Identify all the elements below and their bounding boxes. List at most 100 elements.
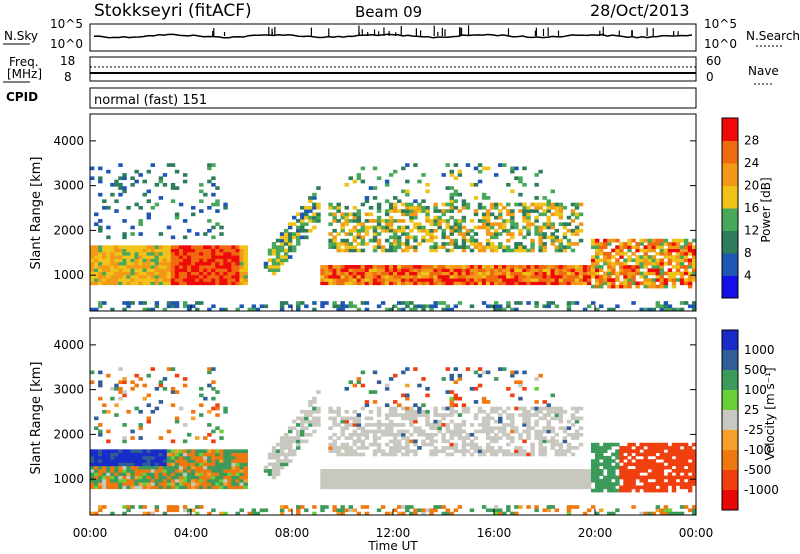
velocity-cell [150, 462, 156, 467]
velocity-cell [182, 383, 188, 388]
power-cell [595, 278, 600, 282]
velocity-cell [336, 485, 341, 490]
power-cell [445, 307, 450, 312]
velocity-cell [215, 452, 220, 457]
velocity-cell [534, 472, 539, 476]
noise-panel: N.Sky 10^5 10^0 10^5 10^0 N.Search [3, 17, 800, 52]
power-cell [651, 258, 656, 263]
power-cell [388, 228, 394, 233]
power-cell [178, 202, 184, 207]
velocity-cell [372, 390, 378, 394]
power-cell [566, 301, 572, 305]
power-cell [469, 235, 475, 240]
power-cell [401, 248, 406, 253]
velocity-cell [481, 469, 487, 473]
power-cell [522, 205, 527, 210]
velocity-colorbar-tick: -1000 [744, 483, 779, 497]
velocity-cell [352, 439, 358, 444]
velocity-cell [287, 446, 293, 450]
velocity-cell [413, 469, 418, 473]
power-cell [413, 235, 418, 240]
velocity-cell [191, 459, 196, 463]
velocity-cell [473, 478, 479, 483]
velocity-cell [316, 409, 321, 414]
velocity-cell [126, 505, 131, 509]
power-cell [510, 215, 515, 220]
power-cell [429, 304, 434, 309]
velocity-cell [243, 478, 248, 483]
power-cell [526, 268, 531, 272]
power-cell [522, 271, 527, 276]
velocity-cell [550, 505, 555, 509]
velocity-cell [130, 505, 135, 509]
power-cell [368, 281, 374, 286]
power-cell [437, 301, 442, 305]
power-cell [607, 268, 612, 272]
power-cell [401, 228, 406, 233]
power-cell [530, 209, 535, 213]
velocity-cell [401, 416, 406, 421]
velocity-cell [231, 478, 236, 483]
power-cell [203, 248, 208, 253]
power-cell [130, 176, 135, 181]
velocity-cell [607, 472, 612, 476]
velocity-cell [191, 455, 196, 460]
velocity-cell [393, 409, 398, 414]
velocity-cell [489, 409, 495, 414]
velocity-cell [514, 505, 519, 509]
velocity-cell [691, 442, 697, 447]
power-cell [368, 205, 374, 210]
velocity-cell [215, 469, 220, 473]
velocity-cell [566, 472, 572, 476]
power-cell [316, 212, 321, 217]
power-cell [526, 205, 531, 210]
velocity-cell [215, 459, 220, 463]
velocity-cell [178, 475, 184, 480]
velocity-cell [401, 436, 406, 440]
power-cell [538, 271, 543, 276]
velocity-cell [283, 459, 289, 463]
power-cell [481, 192, 487, 197]
velocity-cell [461, 442, 467, 447]
velocity-cell [675, 511, 681, 516]
velocity-cell [683, 452, 689, 457]
velocity-cell [433, 472, 438, 476]
power-cell [611, 278, 616, 282]
power-cell [199, 182, 204, 187]
power-cell [607, 258, 612, 263]
power-cell [623, 242, 628, 246]
power-cell [356, 219, 362, 223]
velocity-cell [514, 482, 519, 486]
velocity-cell [130, 380, 135, 385]
velocity-cell [150, 449, 156, 454]
velocity-cell [397, 449, 402, 454]
velocity-cell [647, 459, 652, 463]
power-cell [348, 228, 353, 233]
velocity-cell [457, 413, 463, 417]
power-cell [106, 225, 111, 230]
velocity-cell [328, 469, 333, 473]
power-cell [518, 242, 523, 246]
velocity-cell [368, 423, 374, 427]
power-cell [635, 248, 640, 253]
velocity-cell [542, 436, 547, 440]
power-cell [158, 232, 164, 236]
velocity-cell [566, 478, 572, 483]
velocity-cell [122, 475, 127, 480]
power-cell [546, 271, 551, 276]
velocity-cell [388, 449, 394, 454]
power-cell [574, 228, 580, 233]
power-cell [90, 274, 95, 279]
velocity-cell [279, 452, 285, 457]
velocity-cell [554, 442, 560, 447]
velocity-cell [191, 409, 196, 414]
power-cell [182, 179, 188, 184]
velocity-cell [106, 459, 111, 463]
power-cell [223, 281, 228, 286]
velocity-cell [199, 485, 204, 490]
velocity-cell [122, 390, 127, 394]
velocity-cell [494, 406, 499, 411]
power-cell [332, 301, 337, 305]
velocity-cell [534, 469, 539, 473]
velocity-cell [170, 386, 176, 391]
